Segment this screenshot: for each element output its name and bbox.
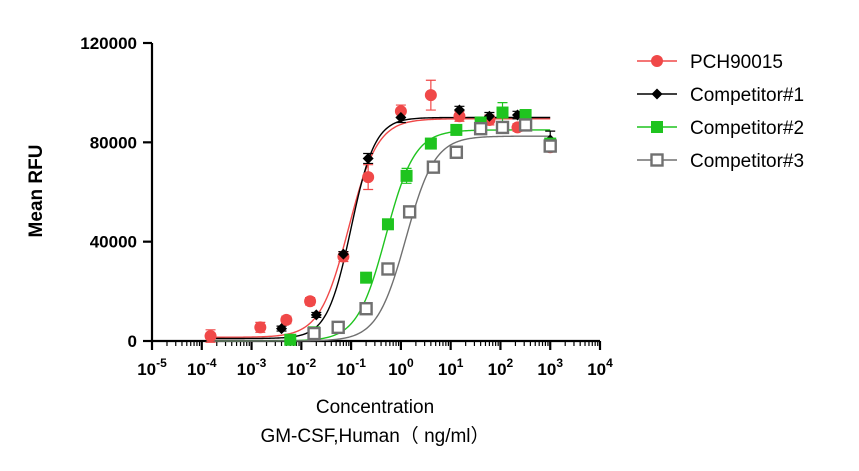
series-1-point — [394, 105, 407, 118]
series-3-point — [381, 218, 394, 231]
x-axis-subtitle: GM-CSF,Human（ ng/ml） — [260, 425, 489, 447]
x-tick-base: 10 — [137, 360, 156, 379]
x-tick-exponent: -2 — [305, 356, 316, 370]
fit-curves — [206, 116, 551, 342]
series-1-point — [204, 330, 217, 343]
series-2-point — [395, 112, 407, 123]
series-2-point — [310, 309, 322, 321]
series-3-point — [284, 333, 297, 346]
x-tick-exponent: -5 — [156, 356, 167, 370]
series-3-point — [424, 137, 437, 150]
series-1-point — [304, 295, 317, 308]
x-tick-base: 10 — [388, 360, 407, 379]
series-3-point — [450, 123, 463, 136]
x-tick-label: 101 — [438, 356, 464, 379]
series-2-fit-curve — [206, 116, 551, 340]
legend: PCH90015 Competitor#1 Competitor#2 Competit… — [637, 52, 804, 172]
x-tick-label: 104 — [587, 356, 613, 379]
series-2-point — [276, 323, 288, 335]
series-1-fit-curve — [206, 118, 551, 338]
legend-item-1: PCH90015 — [637, 52, 783, 73]
x-tick-label: 10-5 — [137, 356, 167, 379]
x-tick-exponent: 0 — [407, 356, 414, 370]
x-tick-base: 10 — [587, 360, 606, 379]
series-4-point — [331, 320, 345, 335]
x-tick-label: 10-4 — [187, 356, 217, 379]
series-2-point — [362, 152, 374, 164]
legend-item-3: Competitor#2 — [637, 118, 804, 139]
series-4-fit-curve — [206, 135, 551, 342]
x-tick-label: 10-3 — [237, 356, 267, 379]
x-tick-label: 10-2 — [287, 356, 317, 379]
data-points — [204, 89, 557, 346]
series-1-point — [280, 313, 293, 326]
series-1-point — [362, 171, 375, 184]
series-2-point — [483, 110, 495, 122]
series-4-point — [381, 262, 395, 276]
x-tick-exponent: -4 — [206, 356, 217, 370]
x-tick-label: 102 — [488, 356, 514, 379]
x-tick-exponent: -1 — [355, 356, 366, 370]
series-4-point — [543, 139, 557, 153]
legend-label: Competitor#2 — [690, 118, 804, 139]
y-tick-label: 0 — [128, 332, 137, 351]
series-3-point — [360, 271, 373, 284]
series-1-point — [254, 321, 267, 334]
x-tick-base: 10 — [187, 360, 206, 379]
y-tick-label: 40000 — [90, 233, 137, 252]
series-4-point — [402, 205, 417, 219]
series-4-point — [449, 145, 464, 159]
x-tick-label: 103 — [537, 356, 563, 379]
y-tick-label: 80000 — [90, 133, 137, 152]
y-tick-label: 120000 — [80, 34, 137, 53]
x-tick-base: 10 — [537, 360, 556, 379]
x-tick-label: 100 — [388, 356, 414, 379]
x-axis-title: Concentration — [316, 397, 434, 418]
x-tick-exponent: 2 — [507, 356, 514, 370]
series-4-point — [307, 326, 321, 341]
legend-label: PCH90015 — [690, 52, 783, 73]
legend-marker — [650, 153, 664, 167]
series-3-point — [519, 109, 532, 122]
legend-label: Competitor#1 — [690, 85, 804, 106]
legend-label: Competitor#3 — [690, 151, 804, 172]
x-tick-base: 10 — [336, 360, 355, 379]
x-tick-exponent: 4 — [606, 356, 613, 370]
series-2-point — [453, 104, 465, 116]
legend-marker — [651, 55, 663, 67]
x-tick-label: 10-1 — [336, 356, 366, 379]
error-bars — [205, 79, 556, 343]
series-4-point — [473, 121, 488, 136]
series-1-point — [424, 89, 437, 102]
legend-marker — [651, 121, 663, 133]
series-2-point — [337, 248, 349, 260]
legend-item-2: Competitor#1 — [637, 85, 804, 106]
legend-item-4: Competitor#3 — [637, 151, 804, 172]
x-tick-exponent: 1 — [457, 356, 464, 370]
x-tick-exponent: -3 — [256, 356, 267, 370]
series-4-point — [495, 120, 510, 135]
series-3-point — [400, 169, 413, 182]
x-tick-base: 10 — [287, 360, 306, 379]
x-tick-base: 10 — [438, 360, 457, 379]
series-4-point — [426, 160, 441, 174]
y-axis-title: Mean RFU — [26, 145, 47, 238]
series-3-fit-curve — [206, 129, 551, 342]
series-3-point — [496, 106, 509, 119]
series-1-point — [453, 110, 466, 123]
legend-marker — [651, 88, 663, 100]
x-tick-base: 10 — [488, 360, 507, 379]
series-4-point — [518, 118, 533, 132]
x-tick-exponent: 3 — [556, 356, 563, 370]
series-4-point — [359, 302, 373, 316]
x-tick-base: 10 — [237, 360, 256, 379]
